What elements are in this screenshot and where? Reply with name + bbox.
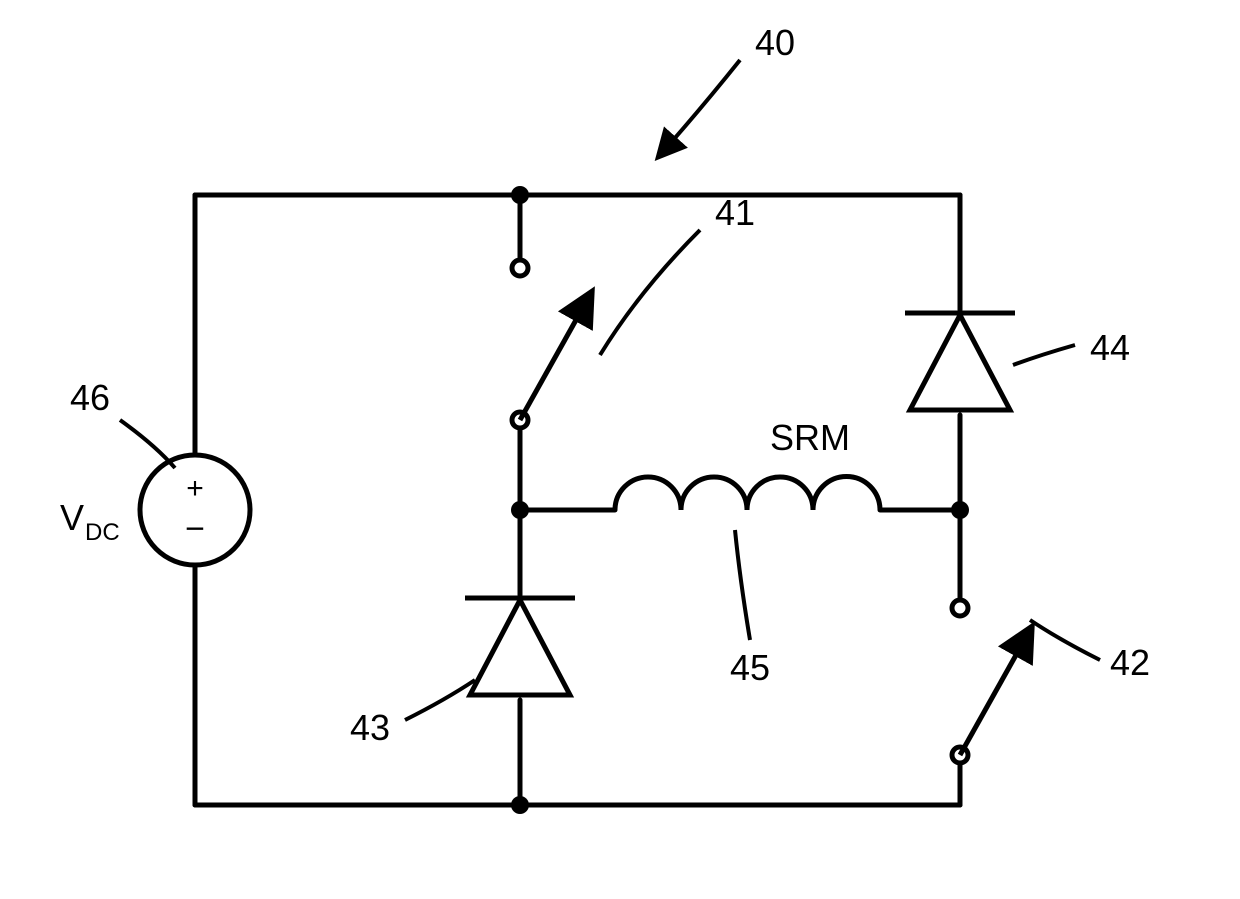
wires [195,195,960,805]
diode-44 [905,313,1015,410]
label-43: 43 [350,707,390,748]
srm-circuit-diagram: + − [0,0,1240,899]
svg-text:−: − [185,510,205,548]
switch-41 [512,260,590,428]
label-vdc-v: V [60,497,84,538]
label-srm: SRM [770,417,850,458]
label-44: 44 [1090,327,1130,368]
label-45: 45 [730,647,770,688]
dc-source: + − [140,455,250,565]
label-vdc-dc: DC [85,519,120,546]
label-46: 46 [70,377,110,418]
switch-42 [952,600,1030,763]
label-41: 41 [715,192,755,233]
nodes [511,186,969,814]
svg-text:+: + [186,472,204,505]
inductor-srm [615,476,880,510]
label-42: 42 [1110,642,1150,683]
label-40: 40 [755,22,795,63]
diode-43 [465,598,575,695]
